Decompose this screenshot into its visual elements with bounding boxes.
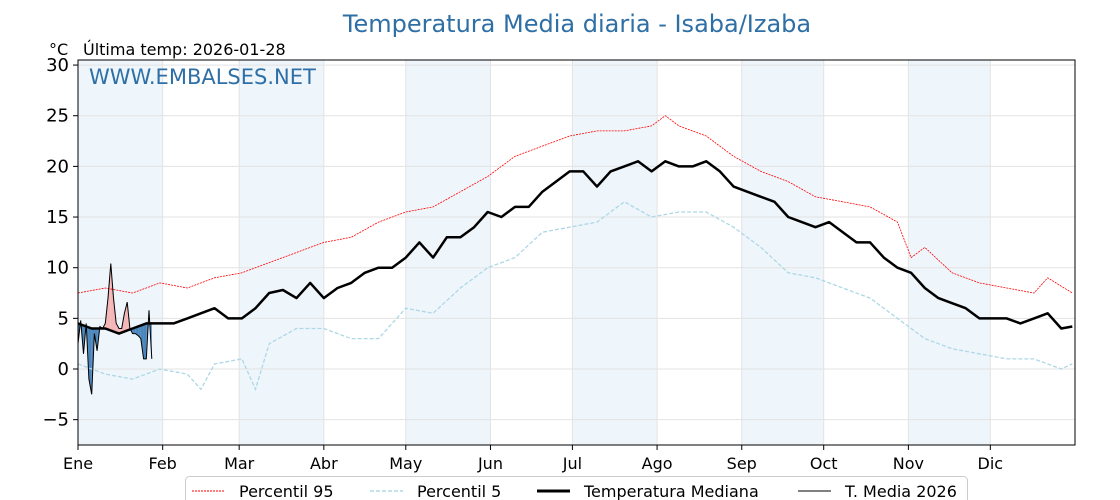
x-tick-label: Jul	[562, 454, 582, 473]
watermark: WWW.EMBALSES.NET	[89, 65, 316, 89]
x-tick-label: Abr	[310, 454, 338, 473]
x-tick-label: Nov	[893, 454, 924, 473]
y-tick-label: 0	[58, 359, 69, 380]
median-line	[77, 160, 1073, 335]
y-tick-label: 25	[46, 106, 69, 127]
x-tick-label: Feb	[149, 454, 177, 473]
y-tick-label: 5	[58, 308, 69, 329]
x-tick-label: Dic	[978, 454, 1004, 473]
p5-line	[77, 201, 1073, 392]
y-tick-label: 30	[46, 55, 69, 76]
chart-title: Temperatura Media diaria - Isaba/Izaba	[342, 10, 811, 38]
legend-current: T. Media 2026	[844, 482, 957, 500]
month-band	[239, 60, 324, 445]
x-tick-label: Ago	[642, 454, 673, 473]
legend-median: Temperatura Mediana	[583, 482, 759, 500]
y-tick-label: 15	[46, 207, 69, 228]
below-median-fill	[138, 325, 141, 339]
unit-label: °C	[49, 40, 68, 59]
last-temp-label: Última temp: 2026-01-28	[83, 40, 286, 59]
x-tick-label: Sep	[727, 454, 757, 473]
y-tick-label: 10	[46, 258, 69, 279]
below-median-fill	[143, 323, 147, 359]
plot-frame	[77, 59, 1076, 446]
legend-p95: Percentil 95	[239, 482, 334, 500]
y-tick-label: −5	[42, 410, 69, 431]
x-tick-label: Oct	[810, 454, 838, 473]
month-band	[741, 60, 824, 445]
y-tick-label: 20	[46, 156, 69, 177]
above-median-fill	[116, 323, 119, 334]
above-median-fill	[108, 263, 111, 331]
month-band	[908, 60, 991, 445]
x-tick-label: May	[389, 454, 422, 473]
legend: Percentil 95 Percentil 5 Temperatura Med…	[185, 476, 968, 500]
below-median-fill	[88, 327, 92, 395]
legend-p5: Percentil 5	[417, 482, 501, 500]
x-tick-label: Jun	[477, 454, 503, 473]
above-median-fill	[110, 263, 114, 332]
month-band	[572, 60, 658, 445]
x-tick-label: Mar	[224, 454, 255, 473]
month-band	[405, 60, 491, 445]
below-median-fill	[135, 326, 139, 336]
x-tick-label: Ene	[63, 454, 93, 473]
p95-line	[77, 115, 1073, 294]
current-year-line	[77, 263, 153, 395]
above-median-fill	[124, 302, 128, 332]
